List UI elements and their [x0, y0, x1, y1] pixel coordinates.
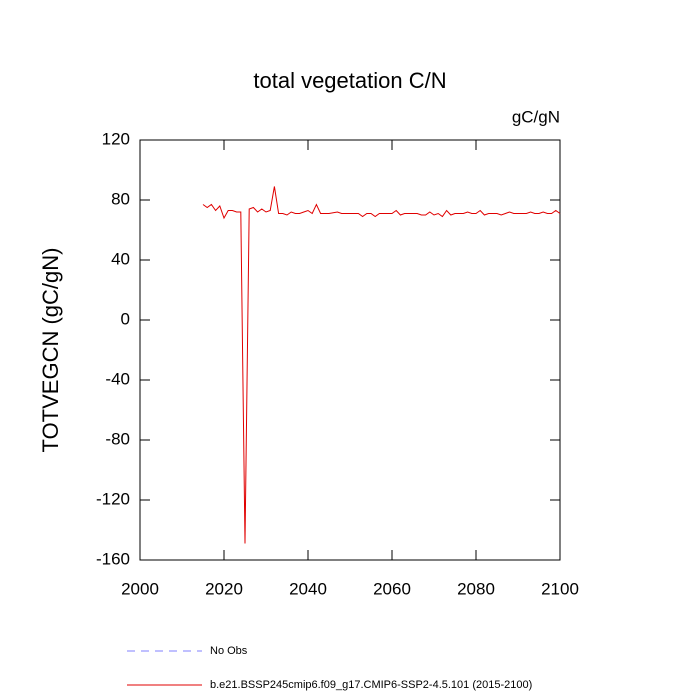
legend-label: No Obs: [210, 645, 248, 657]
x-tick-label: 2000: [121, 579, 159, 598]
y-tick-label: -120: [96, 489, 130, 508]
y-tick-label: 40: [111, 249, 130, 268]
x-tick-label: 2040: [289, 579, 327, 598]
x-tick-label: 2020: [205, 579, 243, 598]
y-tick-label: 120: [102, 129, 130, 148]
y-tick-label: 0: [121, 309, 130, 328]
x-tick-label: 2080: [457, 579, 495, 598]
y-axis-label: TOTVEGCN (gC/gN): [38, 248, 63, 453]
y-tick-label: -160: [96, 549, 130, 568]
series-line: [202, 186, 561, 544]
legend-label: b.e21.BSSP245cmip6.f09_g17.CMIP6-SSP2-4.…: [210, 679, 532, 691]
x-tick-label: 2060: [373, 579, 411, 598]
y-tick-label: -80: [105, 429, 130, 448]
y-tick-label: -40: [105, 369, 130, 388]
y-tick-label: 80: [111, 189, 130, 208]
x-tick-label: 2100: [541, 579, 579, 598]
units-label: gC/gN: [512, 107, 560, 126]
chart-title: total vegetation C/N: [253, 68, 446, 93]
plot-frame: [139, 139, 561, 561]
